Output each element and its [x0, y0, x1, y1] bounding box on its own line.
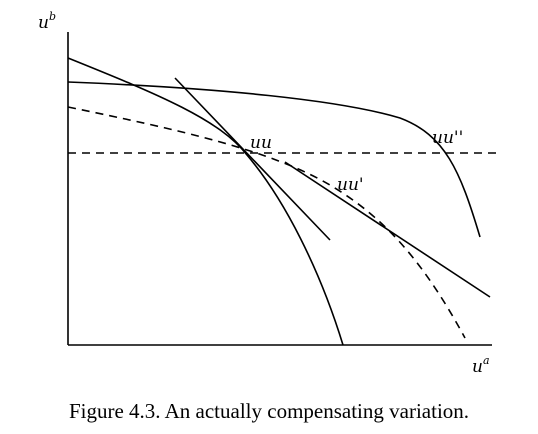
curve-uu-double-prime [67, 81, 481, 238]
label-uu-double-prime: uu'' [432, 128, 463, 148]
figure-caption: Figure 4.3. An actually compensating var… [69, 399, 469, 423]
tangent-line-short [174, 77, 331, 241]
curve-uu-prime [67, 106, 466, 339]
x-axis-label: ua [472, 354, 490, 377]
y-axis-label-main: u [38, 13, 49, 33]
curve-uu [67, 57, 344, 346]
x-axis-label-superscript: a [483, 354, 490, 367]
tangent-line-long [284, 161, 491, 298]
label-uu: uu [250, 133, 272, 153]
x-axis-label-main: u [472, 357, 483, 377]
y-axis-label: ub [38, 10, 56, 33]
y-axis-label-superscript: b [49, 10, 56, 23]
label-uu-prime: uu' [337, 175, 364, 195]
